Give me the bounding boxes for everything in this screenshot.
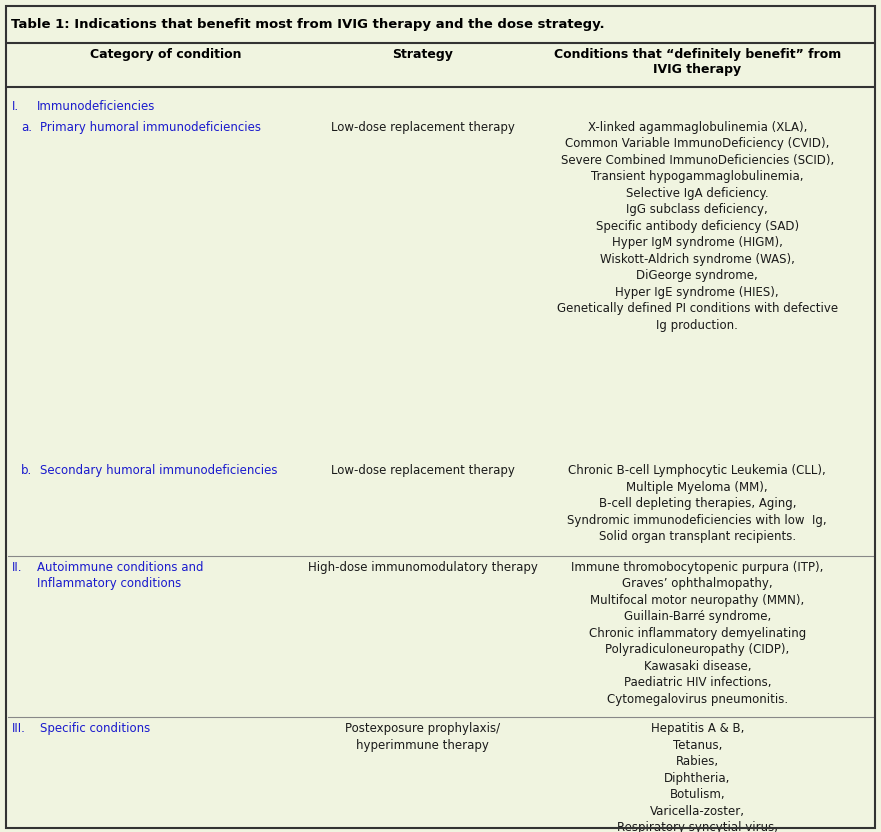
Text: Low-dose replacement therapy: Low-dose replacement therapy — [331, 464, 515, 478]
Text: Autoimmune conditions and
Inflammatory conditions: Autoimmune conditions and Inflammatory c… — [37, 561, 204, 590]
Text: I.: I. — [12, 100, 19, 113]
Text: Postexposure prophylaxis/
hyperimmune therapy: Postexposure prophylaxis/ hyperimmune th… — [345, 722, 500, 751]
Text: Secondary humoral immunodeficiencies: Secondary humoral immunodeficiencies — [40, 464, 278, 478]
Text: Table 1: Indications that benefit most from IVIG therapy and the dose strategy.: Table 1: Indications that benefit most f… — [11, 18, 604, 32]
Text: Low-dose replacement therapy: Low-dose replacement therapy — [331, 121, 515, 134]
Text: Strategy: Strategy — [392, 48, 454, 62]
Text: III.: III. — [12, 722, 26, 735]
Text: b.: b. — [21, 464, 33, 478]
Text: X-linked agammaglobulinemia (XLA),
Common Variable ImmunoDeficiency (CVID),
Seve: X-linked agammaglobulinemia (XLA), Commo… — [557, 121, 838, 332]
Text: II.: II. — [12, 561, 23, 574]
Text: Conditions that “definitely benefit” from
IVIG therapy: Conditions that “definitely benefit” fro… — [553, 48, 841, 77]
Text: High-dose immunomodulatory therapy: High-dose immunomodulatory therapy — [308, 561, 537, 574]
Text: a.: a. — [21, 121, 32, 134]
Text: Specific conditions: Specific conditions — [40, 722, 150, 735]
Text: Category of condition: Category of condition — [91, 48, 241, 62]
Text: Hepatitis A & B,
Tetanus,
Rabies,
Diphtheria,
Botulism,
Varicella-zoster,
Respir: Hepatitis A & B, Tetanus, Rabies, Diphth… — [615, 722, 780, 832]
Text: Chronic B-cell Lymphocytic Leukemia (CLL),
Multiple Myeloma (MM),
B-cell depleti: Chronic B-cell Lymphocytic Leukemia (CLL… — [567, 464, 827, 543]
Text: Immune thromobocytopenic purpura (ITP),
Graves’ ophthalmopathy,
Multifocal motor: Immune thromobocytopenic purpura (ITP), … — [571, 561, 824, 706]
Text: Primary humoral immunodeficiencies: Primary humoral immunodeficiencies — [40, 121, 261, 134]
Text: Immunodeficiencies: Immunodeficiencies — [37, 100, 155, 113]
